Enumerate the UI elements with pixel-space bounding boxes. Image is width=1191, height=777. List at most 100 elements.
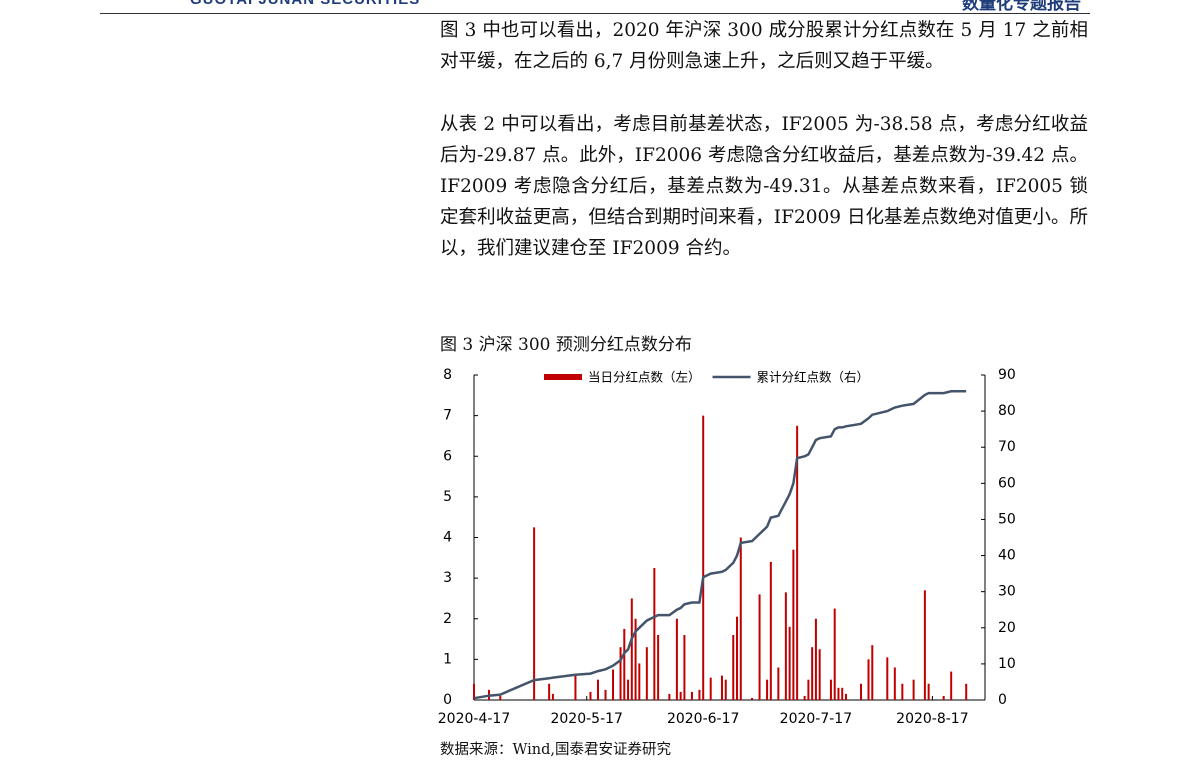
bar (796, 425, 799, 700)
y-tick-label: 3 (443, 570, 452, 586)
bar (574, 675, 577, 700)
y-tick-label: 0 (443, 692, 452, 708)
bar (698, 689, 701, 700)
bar (893, 667, 896, 700)
bar (630, 598, 633, 700)
bar (927, 683, 930, 700)
bar (950, 671, 953, 700)
logo-text: GUOTAI JUNAN SECURITIES (190, 0, 420, 8)
bar (657, 635, 660, 700)
bar (679, 691, 682, 700)
y-tick-label: 7 (443, 408, 452, 424)
x-tick-label: 2020-8-17 (896, 711, 968, 727)
bar (638, 663, 641, 700)
y2-tick-label: 30 (998, 584, 1016, 600)
bar (690, 691, 693, 700)
bar (766, 679, 769, 700)
bar (886, 657, 889, 700)
y2-tick-label: 10 (998, 656, 1016, 672)
report-type: 数量化专题报告 (962, 0, 1081, 14)
x-tick-label: 2020-7-17 (780, 711, 852, 727)
y-tick-label: 2 (443, 611, 452, 627)
source: 数据来源：Wind,国泰君安证券研究 (440, 742, 672, 758)
y-tick-label: 5 (443, 489, 452, 505)
header-rule (100, 13, 1090, 14)
bar (736, 616, 739, 700)
x-tick-label: 2020-5-17 (550, 711, 622, 727)
bar (818, 649, 821, 700)
bar (668, 693, 671, 700)
bar (548, 683, 551, 700)
bar (833, 608, 836, 700)
y2-tick-label: 70 (998, 439, 1016, 455)
line (473, 390, 967, 700)
bar (803, 695, 806, 700)
bar (720, 675, 723, 700)
bar (788, 626, 791, 700)
bar (751, 697, 754, 700)
bar (739, 537, 742, 700)
bar (604, 689, 607, 700)
bar (732, 635, 735, 700)
y2-tick-label: 0 (998, 692, 1007, 708)
bar (473, 683, 475, 700)
bar (860, 683, 863, 700)
legend-label: 累计分红点数（右） (757, 370, 870, 385)
bar (653, 567, 656, 700)
bar (683, 635, 686, 700)
bar (811, 647, 814, 700)
bar (627, 679, 630, 700)
bar (634, 618, 637, 700)
y-tick-label: 6 (443, 448, 452, 464)
bar (829, 679, 832, 700)
bar (702, 415, 705, 700)
y-tick-label: 1 (443, 651, 452, 667)
bar (769, 561, 772, 700)
y2-tick-label: 20 (998, 620, 1016, 636)
bar (965, 683, 968, 700)
bar (596, 679, 599, 700)
bar (623, 628, 626, 700)
bar (807, 679, 810, 700)
paragraph: 从表 2 中可以看出，考虑目前基差状态，IF2005 为-38.58 点，考虑分… (440, 114, 1088, 259)
bar (589, 691, 592, 700)
bar (777, 667, 780, 700)
y2-tick-label: 90 (998, 367, 1016, 383)
bar (871, 645, 874, 700)
bar (814, 618, 817, 700)
paragraph: 图 3 中也可以看出，2020 年沪深 300 成分股累计分红点数在 5 月 1… (440, 20, 1088, 72)
y2-tick-label: 50 (998, 511, 1016, 527)
bar (724, 679, 727, 700)
bar (551, 693, 554, 700)
bar (837, 687, 840, 700)
y2-tick-label: 40 (998, 548, 1016, 564)
bar (912, 679, 915, 700)
bar (841, 687, 844, 700)
bar (942, 695, 945, 700)
x-tick-label: 2020-6-17 (667, 711, 739, 727)
figure-title: 图 3 沪深 300 预测分红点数分布 (440, 335, 692, 355)
bar (533, 527, 536, 700)
bar (709, 677, 712, 700)
bar (675, 618, 678, 700)
bar (612, 669, 615, 700)
bar (758, 594, 761, 700)
bar (867, 659, 870, 700)
y-tick-label: 4 (443, 530, 452, 546)
legend-label: 当日分红点数（左） (588, 370, 701, 385)
bar (784, 592, 787, 700)
bar (844, 693, 847, 700)
x-tick-label: 2020-4-17 (438, 711, 510, 727)
bar (901, 683, 904, 700)
y2-tick-label: 80 (998, 403, 1016, 419)
bar (499, 695, 502, 700)
bar (923, 590, 926, 700)
bar (619, 647, 622, 700)
y-tick-label: 8 (443, 367, 452, 383)
bar (792, 549, 795, 700)
bar (645, 647, 648, 700)
legend-swatch (544, 374, 582, 380)
y2-tick-label: 60 (998, 475, 1016, 491)
